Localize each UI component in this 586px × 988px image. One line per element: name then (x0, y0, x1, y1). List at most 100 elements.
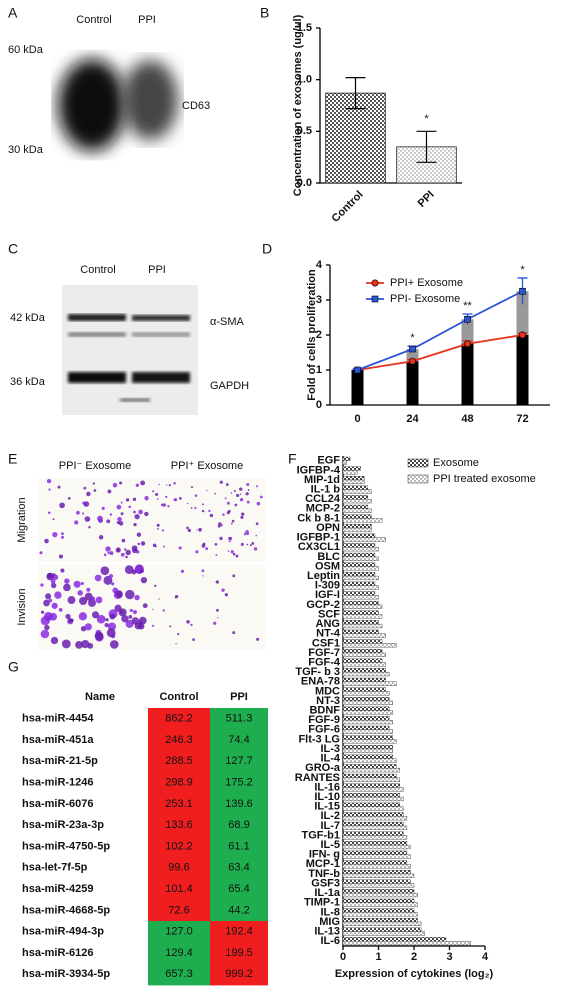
cell-dot (121, 615, 129, 623)
cell-dot (57, 485, 61, 489)
cell-dot (114, 604, 122, 612)
cell-background (210, 942, 268, 965)
cell-dot (81, 512, 85, 515)
cell-dot (186, 502, 189, 505)
cell-dot (111, 582, 115, 586)
cell-dot (52, 574, 59, 581)
cell-value: 288.5 (165, 755, 193, 767)
bar (342, 748, 393, 754)
cell-value: 68.9 (228, 819, 249, 831)
panel-label: B (260, 5, 269, 21)
cell-dot (245, 530, 249, 534)
cell-dot (246, 543, 249, 546)
point (409, 345, 416, 353)
x-tick-label: 0 (340, 951, 346, 963)
bar (342, 931, 425, 936)
y-tick-label: IL-15 (314, 801, 340, 813)
cell-dot (157, 527, 159, 530)
cell-dot (88, 526, 91, 529)
y-tick-label: ANG (316, 618, 340, 630)
cell-dot (142, 603, 148, 609)
cell-dot (81, 639, 90, 649)
point (464, 315, 471, 323)
bar (342, 758, 397, 763)
cell-dot (52, 518, 55, 521)
cell-dot (116, 504, 122, 510)
cell-background (210, 857, 268, 879)
bar (461, 343, 474, 405)
bar (342, 643, 397, 648)
bar (342, 639, 383, 644)
y-tick-label: NT-3 (316, 695, 340, 707)
bar (342, 543, 376, 548)
legend-label: PPI treated exosome (433, 473, 536, 485)
cell-dot (162, 503, 166, 507)
y-tick-label: FGF-4 (308, 656, 341, 668)
cell-dot (221, 588, 225, 592)
bar (342, 873, 415, 878)
bar (342, 927, 422, 932)
bar (342, 514, 372, 519)
cell-dot (82, 501, 86, 505)
y-axis-title: Fold of cells proliferation (306, 269, 318, 401)
bar (342, 739, 397, 744)
cell-dot (40, 629, 50, 639)
cell-background (148, 899, 210, 922)
y-tick-label: 1.0 (297, 74, 312, 86)
y-tick-label: OPN (316, 522, 340, 534)
cell-dot (228, 509, 231, 513)
cell-dot (124, 548, 127, 551)
bar (342, 600, 379, 606)
cell-dot (169, 625, 172, 628)
annotation: ** (463, 300, 472, 312)
bar (342, 485, 369, 490)
bar (342, 706, 390, 711)
bar (342, 470, 358, 475)
cell-dot (144, 495, 149, 501)
error-bar (345, 77, 366, 110)
cell-background (148, 921, 210, 943)
cell-dot (190, 507, 193, 509)
cell-dot (133, 522, 137, 527)
x-tick-label: 72 (516, 413, 528, 425)
y-tick-label: 1.5 (297, 22, 312, 34)
cell-dot (73, 580, 81, 588)
cell-dot (205, 547, 209, 551)
cell-background (148, 771, 210, 794)
cell-dot (48, 488, 51, 491)
blot-c (62, 285, 198, 415)
cell-dot (140, 480, 146, 486)
cell-dot (151, 624, 155, 627)
y-tick-label: CSF1 (312, 637, 340, 649)
cell-dot (239, 497, 244, 502)
y-tick-label: IGFBP-1 (297, 532, 340, 544)
image-migration-minus (38, 478, 150, 562)
cell-value: 253.1 (165, 798, 193, 810)
bar (342, 745, 393, 750)
cell-value: 999.2 (225, 968, 253, 980)
cell-dot (245, 492, 249, 496)
bar (342, 921, 422, 926)
x-tick-label: 1 (375, 951, 381, 963)
cell-background (148, 793, 210, 815)
x-tick-label: 2 (411, 951, 417, 963)
cell-dot (224, 497, 227, 500)
cell-dot (105, 546, 111, 552)
series-line (357, 334, 523, 371)
cell-dot (136, 532, 142, 537)
cell-dot (107, 551, 110, 554)
y-tick-label: TGF-b1 (302, 829, 341, 841)
cell-dot (226, 501, 230, 505)
cell-dot (47, 511, 51, 514)
cell-dot (138, 616, 147, 625)
cell-dot (139, 569, 144, 574)
cell-dot (256, 501, 261, 506)
cell-dot (60, 535, 65, 539)
cell-dot (240, 542, 244, 546)
bar (342, 710, 393, 715)
cell-dot (236, 493, 240, 498)
bar (342, 614, 383, 619)
cell-dot (231, 519, 235, 523)
row-name: hsa-miR-4668-5p (22, 904, 110, 916)
cell-background (210, 771, 268, 794)
